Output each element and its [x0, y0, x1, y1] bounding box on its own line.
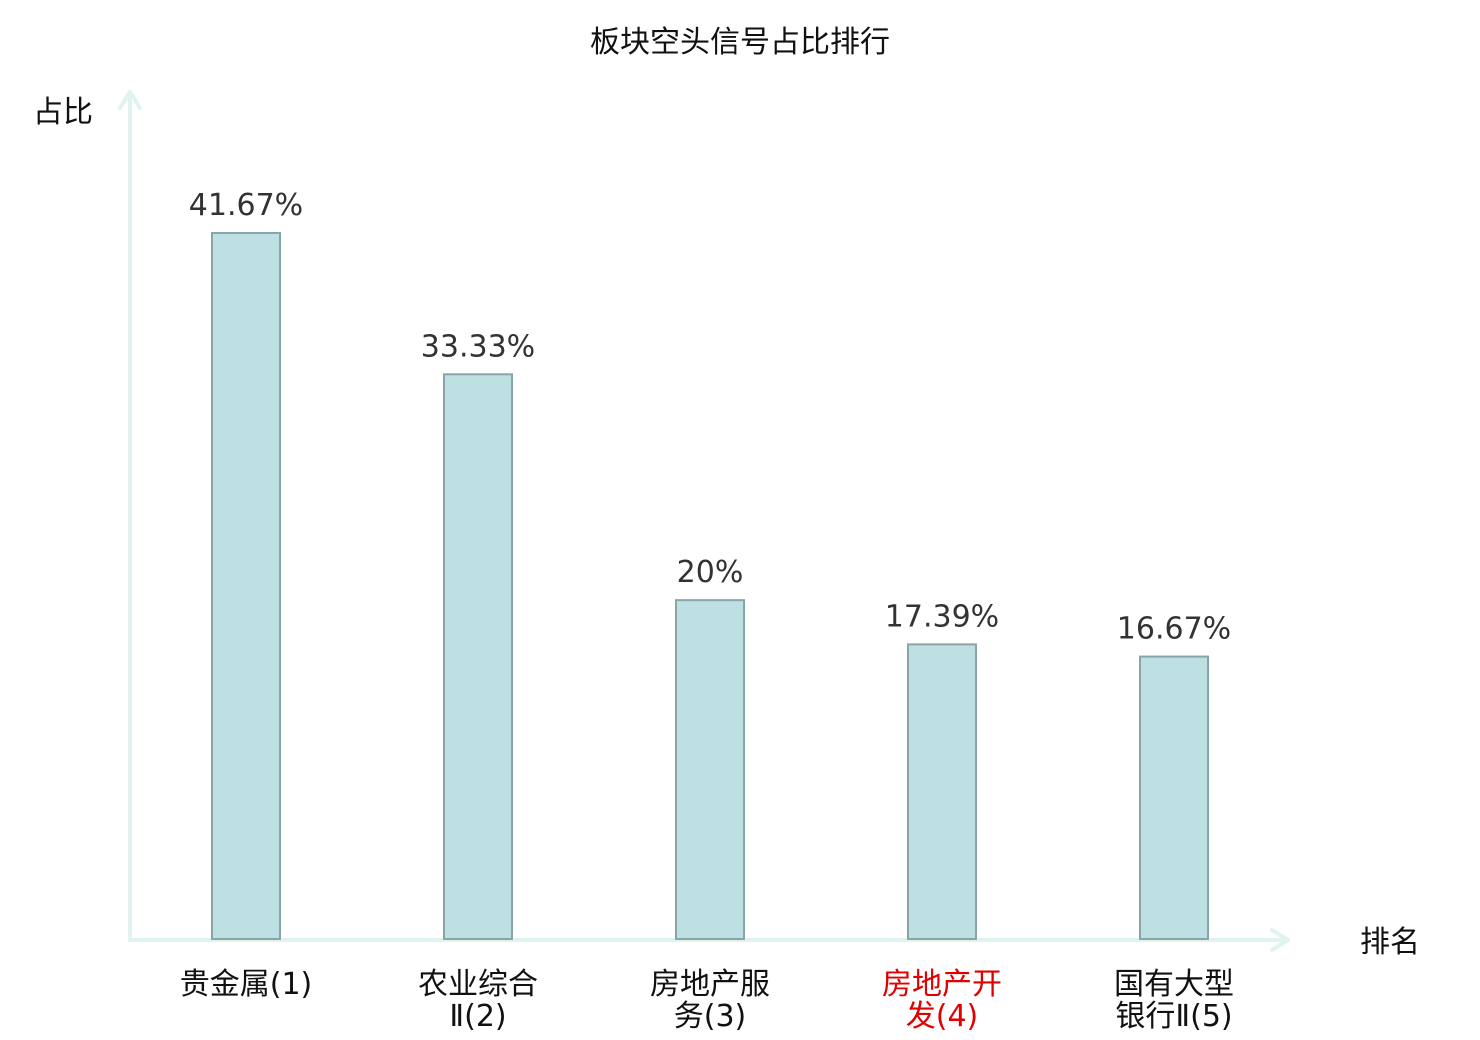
chart-title: 板块空头信号占比排行: [590, 25, 890, 60]
value-label-2: 33.33%: [421, 329, 535, 364]
bar-4: [907, 643, 977, 941]
category-label-line: 务(3): [674, 999, 747, 1034]
value-label-1: 41.67%: [189, 188, 303, 223]
category-label-line: 贵金属(1): [180, 967, 313, 1002]
category-label-line: 农业综合: [418, 967, 538, 1002]
x-axis-label: 排名: [1360, 925, 1420, 960]
x-axis-arrow: [1270, 928, 1290, 952]
value-label-3: 20%: [677, 555, 744, 590]
category-label-3: 房地产服务(3): [650, 967, 770, 1034]
category-label-line: 房地产开: [882, 967, 1002, 1002]
bar-3: [675, 599, 745, 940]
category-label-line: 银行Ⅱ(5): [1115, 999, 1232, 1034]
bar-2: [443, 373, 513, 941]
category-label-line: 发(4): [906, 999, 979, 1034]
category-label-2: 农业综合 Ⅱ(2): [418, 967, 538, 1034]
category-labels: 贵金属(1) 农业综合 Ⅱ(2) 房地产服务(3) 房地产开发(4) 国有大型银行Ⅱ(5): [180, 967, 1234, 1034]
value-labels: 41.67% 33.33% 20% 17.39% 16.67%: [189, 188, 1231, 647]
value-label-4: 17.39%: [885, 599, 999, 634]
category-label-1: 贵金属(1): [180, 967, 313, 1002]
bar-1: [211, 232, 281, 940]
category-label-4: 房地产开发(4): [882, 967, 1002, 1034]
bar-5: [1139, 655, 1209, 940]
category-label-5: 国有大型银行Ⅱ(5): [1114, 967, 1234, 1034]
bars: [211, 232, 1209, 941]
y-axis-arrow: [118, 90, 142, 110]
y-axis-label: 占比: [33, 95, 93, 130]
category-label-line: 房地产服: [650, 967, 770, 1002]
value-label-5: 16.67%: [1117, 612, 1231, 647]
category-label-line: 国有大型: [1114, 967, 1234, 1002]
category-label-line: Ⅱ(2): [449, 999, 506, 1034]
